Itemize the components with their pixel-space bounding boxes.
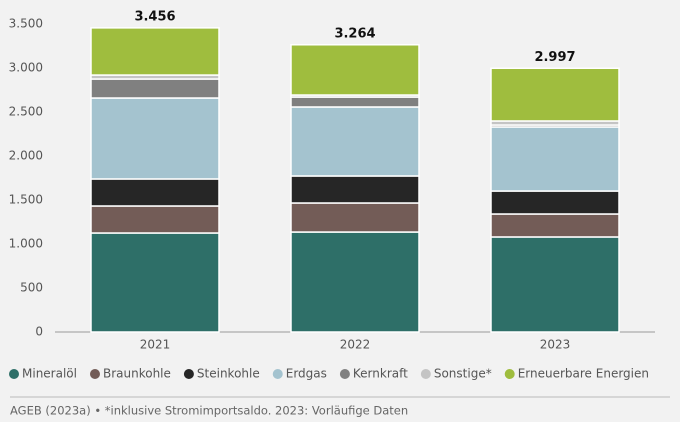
legend-label: Mineralöl [22, 367, 77, 381]
bar-segment [290, 96, 420, 108]
bar-segment [490, 126, 620, 192]
bar-segment [290, 106, 420, 177]
legend-marker [272, 369, 283, 379]
y-tick-label: 2.500 [9, 105, 43, 119]
legend-marker [420, 369, 431, 379]
y-tick-label: 3.000 [9, 61, 43, 75]
legend-label: Steinkohle [197, 367, 260, 381]
bar-segment [290, 202, 420, 233]
total-label: 2.997 [534, 50, 575, 65]
bar-segment [90, 178, 220, 207]
y-tick-label: 2.000 [9, 149, 43, 163]
y-tick-label: 0 [35, 325, 43, 339]
total-label: 3.264 [334, 26, 375, 41]
bar-segment [490, 67, 620, 122]
y-tick-label: 1.500 [9, 193, 43, 207]
x-tick-label: 2022 [340, 338, 371, 352]
y-tick-label: 1.000 [9, 237, 43, 251]
legend-label: Erdgas [286, 367, 327, 381]
total-label: 3.456 [134, 9, 175, 24]
bar-segment [490, 213, 620, 238]
bar-segment [90, 205, 220, 234]
x-tick-label: 2021 [140, 338, 171, 352]
bar-segment [90, 232, 220, 333]
legend-label: Sonstige* [434, 367, 492, 381]
bar-segment [290, 175, 420, 204]
legend-label: Kernkraft [353, 367, 408, 381]
bar-segment [490, 190, 620, 215]
source: AGEB (2023a) • *inklusive Stromimportsal… [10, 404, 408, 418]
x-tick-label: 2023 [540, 338, 571, 352]
legend-marker [339, 369, 350, 379]
legend-marker [504, 369, 515, 379]
legend-label: Erneuerbare Energien [518, 367, 649, 381]
bar-segment [490, 236, 620, 333]
bar-segment [290, 44, 420, 96]
y-tick-label: 500 [20, 281, 43, 295]
y-tick-label: 3.500 [9, 17, 43, 31]
bar-segment [90, 27, 220, 76]
bar-segment [90, 97, 220, 180]
legend-label: Braunkohle [103, 367, 171, 381]
bar-segment [290, 231, 420, 333]
legend-marker [183, 369, 194, 379]
legend-marker [9, 369, 19, 379]
bar-segment [90, 78, 220, 99]
legend-marker [89, 369, 100, 379]
